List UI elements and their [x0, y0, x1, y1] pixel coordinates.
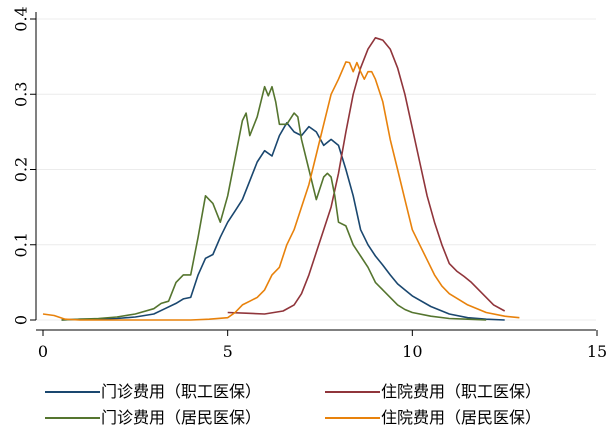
- y-tick-label: 0.1: [12, 232, 31, 257]
- series-line-1: [61, 122, 505, 321]
- x-tick-label: 15: [587, 342, 606, 361]
- legend-label: 住院费用（居民医保）: [381, 408, 541, 427]
- legend-label: 门诊费用（职工医保）: [101, 382, 261, 401]
- x-tick-label: 0: [38, 342, 48, 361]
- gridlines: [36, 18, 596, 321]
- legend: 门诊费用（职工医保） 住院费用（职工医保） 门诊费用（居民医保） 住院费用（居民医保）: [45, 382, 541, 427]
- y-tick-label: 0: [12, 315, 31, 325]
- legend-label: 住院费用（职工医保）: [381, 382, 541, 401]
- series-line-2: [227, 37, 506, 315]
- x-tick-label: 5: [223, 342, 233, 361]
- series-line-3: [61, 85, 487, 321]
- series-line-4: [42, 61, 520, 321]
- y-tick-label: 0.2: [12, 157, 31, 182]
- y-tick-label: 0.3: [12, 82, 31, 107]
- axes: [35, 12, 596, 331]
- ticks: 0 0.1 0.2 0.3 0.4 0 5 10 15: [12, 6, 606, 361]
- legend-label: 门诊费用（居民医保）: [101, 408, 261, 427]
- y-tick-label: 0.4: [12, 6, 31, 31]
- x-tick-label: 10: [402, 342, 422, 361]
- series-lines: [42, 37, 520, 321]
